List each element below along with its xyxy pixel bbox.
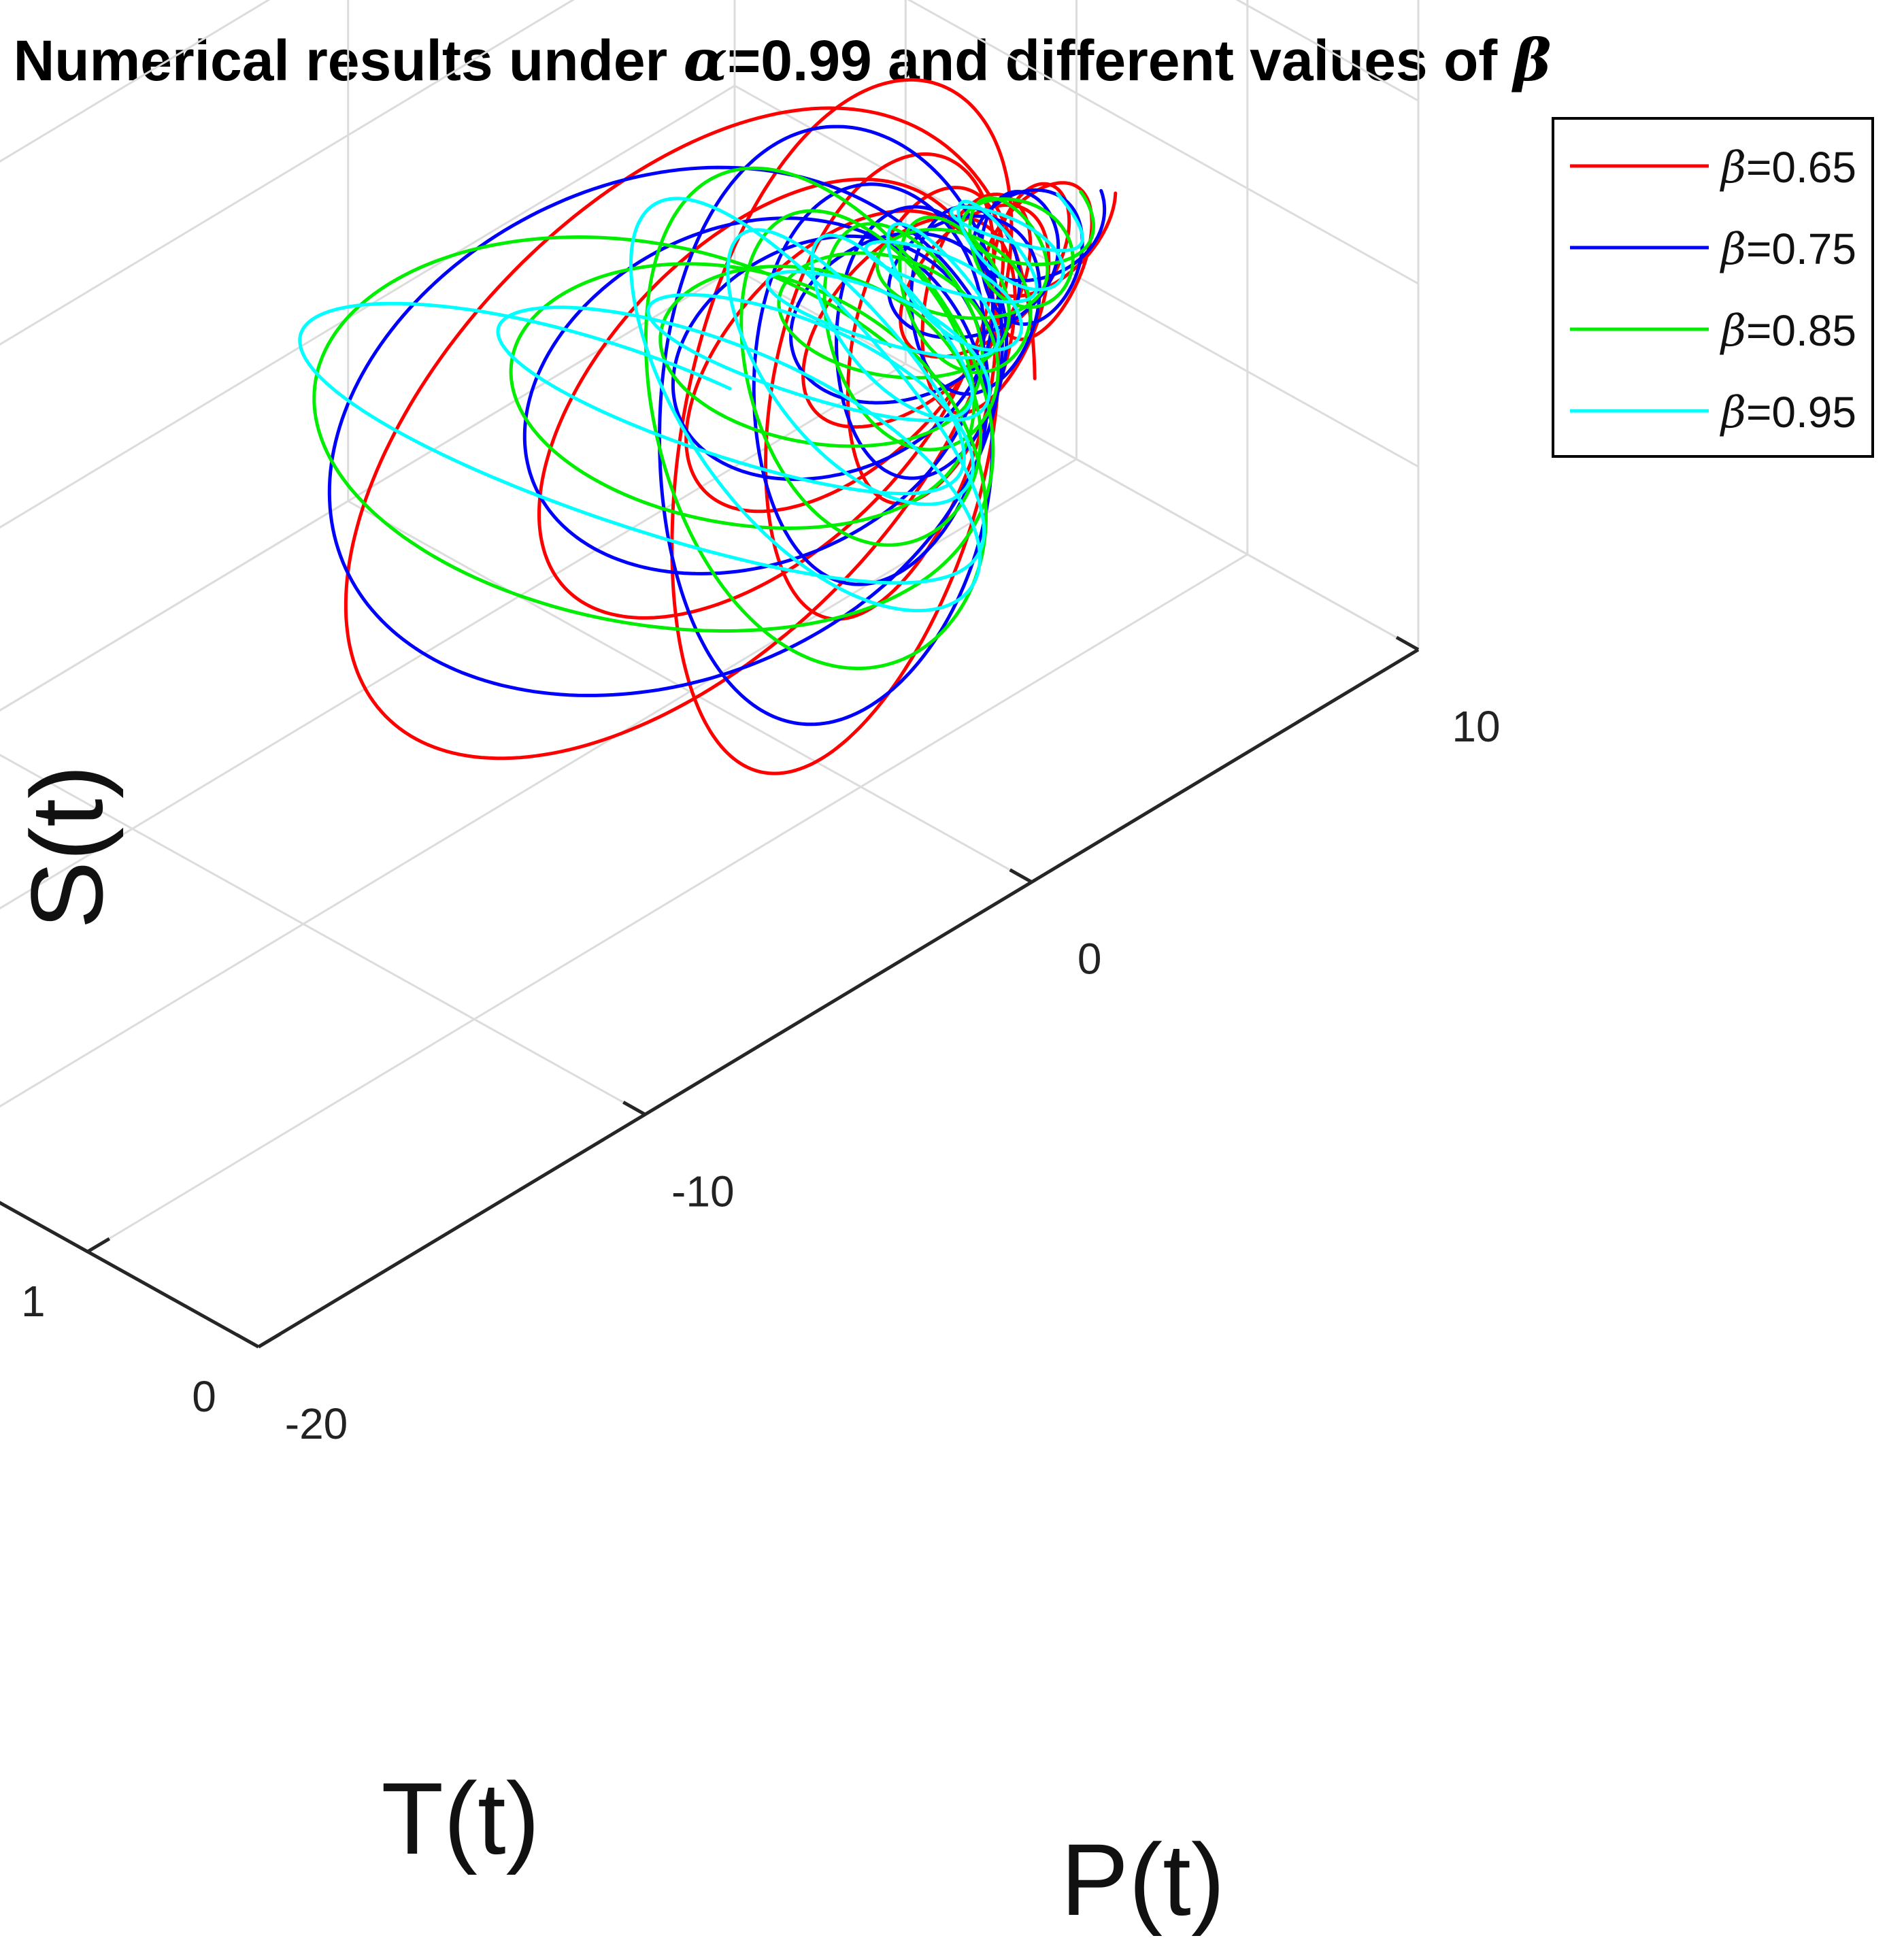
- x-tick-label: -10: [671, 1167, 735, 1216]
- x-tick: [1395, 635, 1420, 652]
- x-tick: [235, 1333, 260, 1349]
- legend-label: β=0.75: [1720, 224, 1856, 275]
- legend-value: =0.85: [1746, 306, 1856, 355]
- legend: β=0.65β=0.75β=0.85β=0.95: [1552, 117, 1874, 458]
- legend-label: β=0.65: [1720, 143, 1856, 193]
- legend-label: β=0.95: [1720, 388, 1856, 438]
- legend-value: =0.75: [1746, 224, 1856, 273]
- grid-line: [0, 363, 907, 910]
- grid-line: [0, 458, 1078, 1108]
- grid: [0, 0, 1420, 1348]
- y-tick: [86, 1237, 111, 1254]
- legend-beta-symbol: β: [1720, 306, 1746, 356]
- grid-line: [0, 267, 735, 712]
- grid-line: [0, 84, 735, 529]
- legend-value: =0.65: [1746, 143, 1856, 192]
- legend-beta-symbol: β: [1720, 224, 1746, 275]
- title-middle: =0.99 and different values of: [727, 29, 1513, 93]
- axes: [0, 635, 1420, 1349]
- legend-label: β=0.85: [1720, 306, 1856, 356]
- x-tick: [1009, 868, 1033, 884]
- x-tick-label: 10: [1452, 702, 1500, 751]
- legend-beta-symbol: β: [1720, 143, 1746, 193]
- legend-box: [1552, 117, 1874, 458]
- grid-line: [907, 0, 1419, 285]
- x-tick-label: 0: [1078, 935, 1102, 984]
- series-line: [298, 192, 1084, 613]
- title-beta: β: [1511, 27, 1552, 94]
- y-tick: [257, 1332, 282, 1349]
- grid-line: [1235, 0, 1419, 102]
- ylabel: T(t): [381, 1761, 539, 1875]
- grid-line: [0, 0, 271, 163]
- x-axis: [257, 648, 1420, 1349]
- x-tick: [622, 1101, 646, 1116]
- y-tick-label: 1: [21, 1277, 46, 1326]
- y-axis: [0, 1201, 260, 1349]
- x-tick-label: -20: [285, 1399, 348, 1448]
- zlabel: S(t): [10, 765, 124, 929]
- grid-line: [0, 0, 575, 346]
- title-alpha: α: [684, 27, 728, 94]
- legend-value: =0.95: [1746, 388, 1856, 437]
- tick-labels: -20-1001001234-1-0.500.511.5: [21, 702, 1501, 1448]
- legend-beta-symbol: β: [1720, 388, 1746, 438]
- chart-title: Numerical results under α=0.99 and diffe…: [14, 27, 1552, 94]
- y-tick-label: 0: [192, 1372, 216, 1421]
- xlabel: P(t): [1060, 1822, 1225, 1937]
- grid-line: [87, 553, 1248, 1253]
- trajectories: [298, 78, 1118, 775]
